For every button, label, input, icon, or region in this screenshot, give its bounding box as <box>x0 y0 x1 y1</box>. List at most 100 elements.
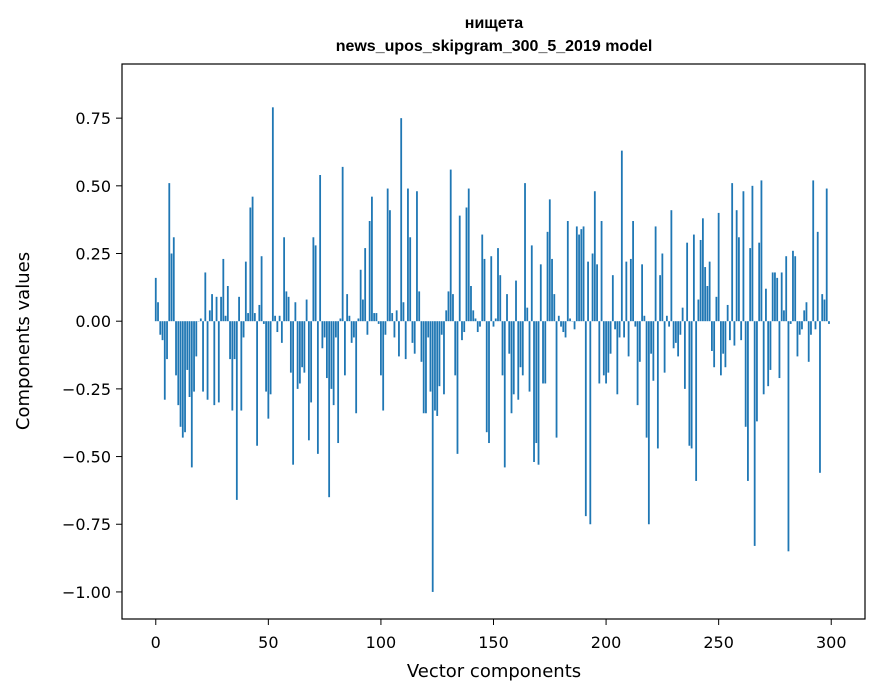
bar-230 <box>672 321 675 349</box>
bar-35 <box>233 321 236 360</box>
bar-289 <box>805 302 808 322</box>
bar-116 <box>416 191 418 322</box>
bar-178 <box>555 321 558 438</box>
bar-285 <box>796 321 799 357</box>
bar-107 <box>395 310 398 322</box>
bar-283 <box>792 250 794 322</box>
bar-131 <box>449 169 452 322</box>
bar-252 <box>722 321 725 354</box>
bar-21 <box>202 321 204 392</box>
bar-90 <box>357 318 360 322</box>
bar-155 <box>503 321 506 468</box>
bar-278 <box>780 272 783 322</box>
bar-207 <box>620 150 623 322</box>
bar-20 <box>199 318 202 322</box>
bar-267 <box>756 321 758 422</box>
bar-11 <box>179 321 182 427</box>
bar-236 <box>686 242 689 322</box>
bar-282 <box>789 321 792 324</box>
bar-142 <box>474 318 477 322</box>
bar-54 <box>276 321 279 333</box>
bar-10 <box>177 321 180 406</box>
bar-235 <box>683 321 686 389</box>
bar-82 <box>339 318 342 322</box>
bar-208 <box>623 321 625 338</box>
bar-32 <box>226 286 229 322</box>
bar-294 <box>816 231 819 322</box>
bar-78 <box>330 321 333 389</box>
bar-16 <box>190 321 193 468</box>
bar-22 <box>204 272 207 322</box>
bar-47 <box>260 256 263 322</box>
bar-157 <box>508 321 511 354</box>
bar-80 <box>334 321 337 338</box>
bar-184 <box>569 318 571 322</box>
bar-97 <box>373 313 376 322</box>
bar-70 <box>312 237 315 322</box>
bar-245 <box>706 286 709 322</box>
bar-103 <box>386 188 389 322</box>
bar-154 <box>501 321 504 376</box>
bar-18 <box>195 321 198 357</box>
bar-76 <box>325 321 328 379</box>
x-tick-label: 300 <box>816 633 847 652</box>
bar-227 <box>665 315 668 322</box>
bar-258 <box>735 210 738 322</box>
bar-265 <box>751 185 754 322</box>
bar-232 <box>677 321 680 357</box>
bar-140 <box>470 286 472 322</box>
bar-276 <box>776 277 779 322</box>
bar-71 <box>314 245 317 322</box>
bar-272 <box>767 321 770 387</box>
bar-195 <box>593 191 596 322</box>
bar-238 <box>690 321 693 449</box>
bar-99 <box>377 321 380 324</box>
bar-198 <box>600 221 603 322</box>
bar-176 <box>551 258 553 322</box>
bar-29 <box>220 296 222 322</box>
bar-187 <box>575 226 578 322</box>
bar-189 <box>580 229 583 322</box>
bar-9 <box>175 321 177 376</box>
bar-161 <box>517 321 520 400</box>
bar-293 <box>814 321 817 330</box>
bar-105 <box>391 313 394 322</box>
bar-249 <box>715 296 718 322</box>
bar-126 <box>438 321 441 387</box>
bar-75 <box>323 321 326 338</box>
bar-186 <box>573 321 576 330</box>
bar-152 <box>497 248 499 322</box>
x-axis-ticks: 0 50 100 150 200 250 300 <box>151 619 847 652</box>
bar-61 <box>292 321 295 465</box>
bar-172 <box>542 321 544 384</box>
bar-110 <box>402 302 405 322</box>
bar-130 <box>447 291 450 322</box>
bar-56 <box>280 321 283 343</box>
bar-30 <box>222 258 225 322</box>
bar-55 <box>278 315 281 322</box>
bar-242 <box>699 239 702 322</box>
bar-182 <box>564 321 567 338</box>
bar-212 <box>632 221 634 322</box>
bar-171 <box>539 264 542 322</box>
bar-74 <box>321 321 324 349</box>
bar-256 <box>731 183 734 322</box>
bar-203 <box>611 275 614 322</box>
bar-6 <box>168 183 171 322</box>
bar-49 <box>265 321 267 392</box>
bar-24 <box>208 310 211 322</box>
bar-68 <box>307 321 310 441</box>
bar-86 <box>348 315 351 322</box>
bar-63 <box>296 321 299 389</box>
bar-113 <box>409 237 412 322</box>
bar-205 <box>616 321 619 395</box>
bar-44 <box>253 313 256 322</box>
bar-58 <box>285 291 288 322</box>
y-tick-label: 0.75 <box>75 109 111 128</box>
bar-261 <box>742 191 745 322</box>
bar-149 <box>490 256 493 322</box>
bar-106 <box>393 321 396 338</box>
bar-281 <box>787 321 790 552</box>
bar-199 <box>602 321 605 376</box>
